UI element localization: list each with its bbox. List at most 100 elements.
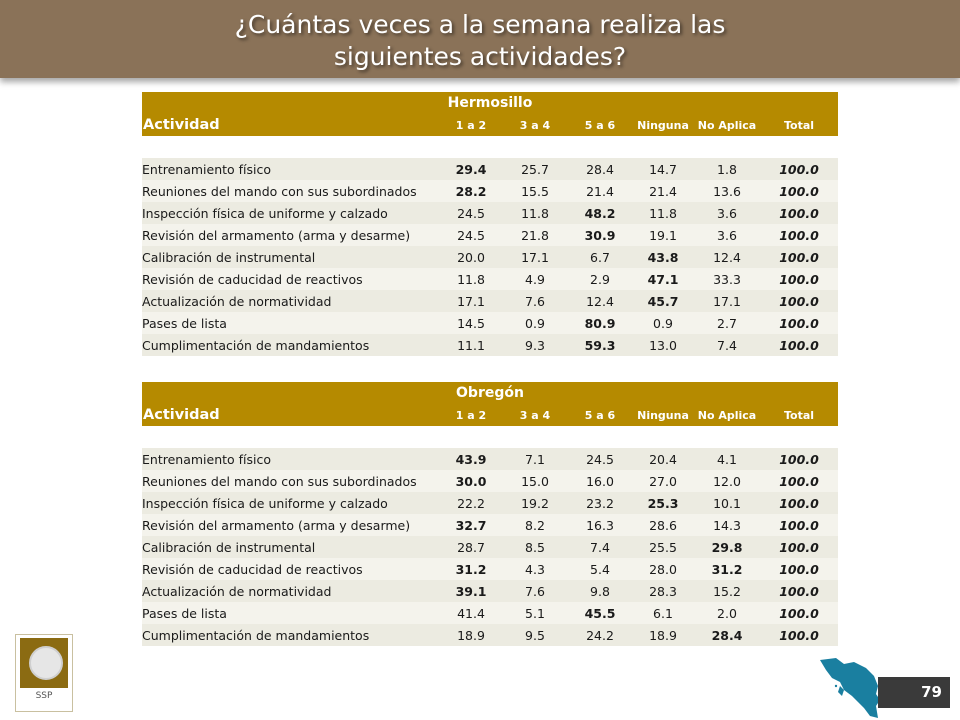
cell-3-4: 19.2	[502, 492, 568, 514]
cell-ninguna: 21.4	[632, 180, 694, 202]
cell-total: 100.0	[760, 202, 839, 224]
cell-5-6: 6.7	[568, 246, 632, 268]
cell-ninguna: 13.0	[632, 334, 694, 356]
cell-1-2: 24.5	[440, 224, 502, 246]
cell-1-2: 14.5	[440, 312, 502, 334]
cell-5-6: 12.4	[568, 290, 632, 312]
logo-emblem	[20, 638, 68, 688]
cell-5-6: 7.4	[568, 536, 632, 558]
cell-5-6: 23.2	[568, 492, 632, 514]
table-row: Revisión del armamento (arma y desarme) …	[142, 224, 839, 246]
cell-3-4: 15.0	[502, 470, 568, 492]
region-name-obregon: Obregón	[142, 382, 839, 404]
row-label: Revisión del armamento (arma y desarme)	[142, 224, 440, 246]
cell-no-aplica: 4.1	[694, 448, 760, 470]
region-header-row: Obregón	[142, 382, 839, 404]
cell-3-4: 7.1	[502, 448, 568, 470]
sonora-map-icon	[820, 658, 880, 718]
cell-ninguna: 47.1	[632, 268, 694, 290]
column-header-total: Total	[760, 404, 839, 426]
cell-total: 100.0	[760, 268, 839, 290]
cell-no-aplica: 33.3	[694, 268, 760, 290]
column-header-5-6: 5 a 6	[568, 404, 632, 426]
table-row: Revisión de caducidad de reactivos 11.8 …	[142, 268, 839, 290]
cell-1-2: 32.7	[440, 514, 502, 536]
row-label: Cumplimentación de mandamientos	[142, 334, 440, 356]
cell-no-aplica: 3.6	[694, 224, 760, 246]
row-label: Revisión de caducidad de reactivos	[142, 558, 440, 580]
cell-3-4: 21.8	[502, 224, 568, 246]
cell-3-4: 17.1	[502, 246, 568, 268]
cell-ninguna: 25.3	[632, 492, 694, 514]
cell-total: 100.0	[760, 602, 839, 624]
page-title-line-2: siguientes actividades?	[333, 42, 627, 71]
column-header-ninguna: Ninguna	[632, 114, 694, 136]
column-header-5-6: 5 a 6	[568, 114, 632, 136]
cell-ninguna: 27.0	[632, 470, 694, 492]
cell-no-aplica: 17.1	[694, 290, 760, 312]
cell-3-4: 7.6	[502, 580, 568, 602]
cell-no-aplica: 10.1	[694, 492, 760, 514]
cell-total: 100.0	[760, 514, 839, 536]
region-name-hermosillo: Hermosillo	[142, 92, 839, 114]
table-row: Revisión del armamento (arma y desarme) …	[142, 514, 839, 536]
cell-ninguna: 14.7	[632, 158, 694, 180]
column-header-row: Actividad 1 a 2 3 a 4 5 a 6 Ninguna No A…	[142, 404, 839, 426]
cell-no-aplica: 7.4	[694, 334, 760, 356]
cell-3-4: 15.5	[502, 180, 568, 202]
cell-5-6: 28.4	[568, 158, 632, 180]
row-label: Revisión del armamento (arma y desarme)	[142, 514, 440, 536]
cell-no-aplica: 14.3	[694, 514, 760, 536]
cell-ninguna: 11.8	[632, 202, 694, 224]
cell-ninguna: 28.3	[632, 580, 694, 602]
cell-3-4: 7.6	[502, 290, 568, 312]
cell-total: 100.0	[760, 158, 839, 180]
cell-1-2: 11.1	[440, 334, 502, 356]
row-label: Actualización de normatividad	[142, 580, 440, 602]
cell-total: 100.0	[760, 448, 839, 470]
table-row: Calibración de instrumental 20.0 17.1 6.…	[142, 246, 839, 268]
cell-1-2: 29.4	[440, 158, 502, 180]
cell-ninguna: 20.4	[632, 448, 694, 470]
cell-3-4: 11.8	[502, 202, 568, 224]
row-label: Inspección física de uniforme y calzado	[142, 492, 440, 514]
cell-1-2: 28.7	[440, 536, 502, 558]
cell-3-4: 9.3	[502, 334, 568, 356]
column-header-1-2: 1 a 2	[440, 404, 502, 426]
cell-5-6: 30.9	[568, 224, 632, 246]
cell-1-2: 30.0	[440, 470, 502, 492]
seal-icon	[29, 646, 63, 680]
row-label: Pases de lista	[142, 602, 440, 624]
table-row: Reuniones del mando con sus subordinados…	[142, 180, 839, 202]
logo-label: SSP	[35, 691, 53, 701]
row-label: Calibración de instrumental	[142, 536, 440, 558]
cell-3-4: 25.7	[502, 158, 568, 180]
cell-no-aplica: 13.6	[694, 180, 760, 202]
column-header-no-aplica: No Aplica	[694, 404, 760, 426]
cell-no-aplica: 31.2	[694, 558, 760, 580]
table-row: Cumplimentación de mandamientos 11.1 9.3…	[142, 334, 839, 356]
cell-total: 100.0	[760, 492, 839, 514]
cell-no-aplica: 12.0	[694, 470, 760, 492]
cell-5-6: 48.2	[568, 202, 632, 224]
table-row: Inspección física de uniforme y calzado …	[142, 492, 839, 514]
row-label: Entrenamiento físico	[142, 158, 440, 180]
cell-3-4: 5.1	[502, 602, 568, 624]
row-label: Inspección física de uniforme y calzado	[142, 202, 440, 224]
cell-5-6: 16.3	[568, 514, 632, 536]
table-row: Pases de lista 14.5 0.9 80.9 0.9 2.7 100…	[142, 312, 839, 334]
cell-5-6: 2.9	[568, 268, 632, 290]
cell-total: 100.0	[760, 536, 839, 558]
obregon-table: Obregón Actividad 1 a 2 3 a 4 5 a 6 Ning…	[142, 382, 839, 646]
cell-1-2: 41.4	[440, 602, 502, 624]
cell-no-aplica: 28.4	[694, 624, 760, 646]
cell-no-aplica: 12.4	[694, 246, 760, 268]
cell-no-aplica: 3.6	[694, 202, 760, 224]
cell-5-6: 16.0	[568, 470, 632, 492]
ssp-logo: SSP	[15, 634, 73, 712]
table-row: Actualización de normatividad 17.1 7.6 1…	[142, 290, 839, 312]
row-label: Reuniones del mando con sus subordinados	[142, 180, 440, 202]
cell-no-aplica: 2.7	[694, 312, 760, 334]
column-header-activity: Actividad	[142, 404, 440, 426]
cell-total: 100.0	[760, 558, 839, 580]
